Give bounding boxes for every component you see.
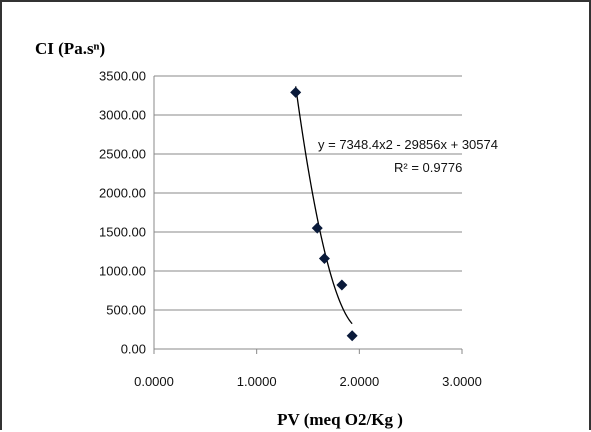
x-tick-labels: 0.0000 1.0000 2.0000 3.0000 xyxy=(134,374,482,389)
x-tick-label: 0.0000 xyxy=(134,374,174,389)
x-axis-title: PV (meq O2/Kg ) xyxy=(277,410,403,429)
y-axis-title: CI (Pa.sⁿ) xyxy=(35,39,105,58)
y-tick-label: 0.00 xyxy=(121,342,146,357)
grid-lines xyxy=(153,75,463,354)
data-point-4 xyxy=(346,330,358,342)
trendline-curve xyxy=(295,86,353,325)
trendline-equation: y = 7348.4x2 - 29856x + 30574 xyxy=(318,137,498,152)
y-tick-label: 3000.00 xyxy=(99,108,146,123)
y-tick-label: 2500.00 xyxy=(99,147,146,162)
x-tick-label: 3.0000 xyxy=(442,374,482,389)
x-tick-label: 2.0000 xyxy=(339,374,379,389)
data-point-0 xyxy=(290,86,302,98)
data-point-1 xyxy=(311,222,323,234)
data-point-3 xyxy=(336,279,348,291)
y-tick-label: 2000.00 xyxy=(99,186,146,201)
x-tick-label: 1.0000 xyxy=(237,374,277,389)
data-point-2 xyxy=(318,253,330,265)
data-points xyxy=(290,86,358,342)
trendline-r-squared: R² = 0.9776 xyxy=(394,160,462,175)
y-tick-label: 500.00 xyxy=(106,303,146,318)
y-tick-label: 1000.00 xyxy=(99,264,146,279)
y-tick-label: 3500.00 xyxy=(99,69,146,84)
trendline-group xyxy=(295,86,353,325)
y-tick-label: 1500.00 xyxy=(99,225,146,240)
y-tick-labels: 0.00 500.00 1000.00 1500.00 2000.00 2500.00 30… xyxy=(99,69,146,357)
